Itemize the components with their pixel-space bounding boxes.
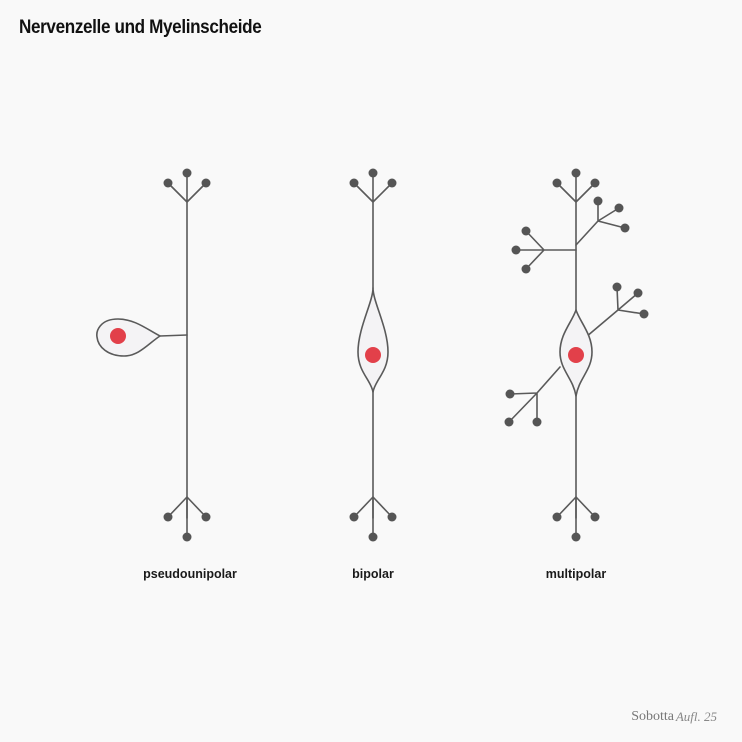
- terminal-knob: [590, 512, 600, 522]
- terminal-knob: [552, 512, 562, 522]
- page-title: Nervenzelle und Myelinscheide: [19, 17, 262, 38]
- terminal-knob: [511, 245, 521, 255]
- terminal-knob: [368, 532, 378, 542]
- terminal-knob: [387, 512, 397, 522]
- label-bipolar: bipolar: [352, 567, 394, 581]
- terminal-knob: [387, 178, 397, 188]
- terminal-knob: [182, 532, 192, 542]
- multipolar-right-dendrite: [575, 200, 626, 246]
- nuclei: [110, 328, 584, 363]
- terminal-knob: [201, 178, 211, 188]
- terminal-knob: [368, 168, 378, 178]
- terminal-knob: [639, 309, 649, 319]
- pseudounipolar-stem: [159, 334, 188, 337]
- credit-edition: Aufl. 25: [675, 709, 717, 724]
- pseudounipolar-bottom-branches: [167, 496, 207, 538]
- terminal-knob: [163, 512, 173, 522]
- terminal-knob: [590, 178, 600, 188]
- pseudounipolar-nucleus: [110, 328, 126, 344]
- terminal-knob: [504, 417, 514, 427]
- pseudounipolar-neuron: [96, 172, 207, 538]
- terminal-knobs: [163, 168, 649, 542]
- terminal-knob: [163, 178, 173, 188]
- multipolar-nucleus: [568, 347, 584, 363]
- terminal-knob: [571, 168, 581, 178]
- terminal-knob: [349, 512, 359, 522]
- terminal-knob: [571, 532, 581, 542]
- terminal-knob: [593, 196, 603, 206]
- terminal-knob: [521, 264, 531, 274]
- terminal-knob: [201, 512, 211, 522]
- multipolar-bottom-branches: [556, 496, 596, 538]
- pseudounipolar-soma: [96, 318, 161, 357]
- label-pseudounipolar: pseudounipolar: [143, 567, 237, 581]
- terminal-knob: [614, 203, 624, 213]
- bipolar-nucleus: [365, 347, 381, 363]
- terminal-knob: [349, 178, 359, 188]
- bipolar-soma: [357, 287, 389, 393]
- bipolar-neuron: [353, 172, 393, 538]
- bipolar-bottom-branches: [353, 496, 393, 538]
- terminal-knob: [505, 389, 515, 399]
- terminal-knob: [612, 282, 622, 292]
- multipolar-left-dendrite: [515, 230, 577, 270]
- terminal-knob: [633, 288, 643, 298]
- multipolar-right-lower-dendrite: [585, 286, 645, 338]
- terminal-knob: [620, 223, 630, 233]
- credit-name: Sobotta: [631, 709, 674, 724]
- terminal-knob: [552, 178, 562, 188]
- label-multipolar: multipolar: [546, 567, 607, 581]
- terminal-knob: [182, 168, 192, 178]
- terminal-knob: [532, 417, 542, 427]
- multipolar-left-lower-dendrite: [508, 366, 561, 423]
- terminal-knob: [521, 226, 531, 236]
